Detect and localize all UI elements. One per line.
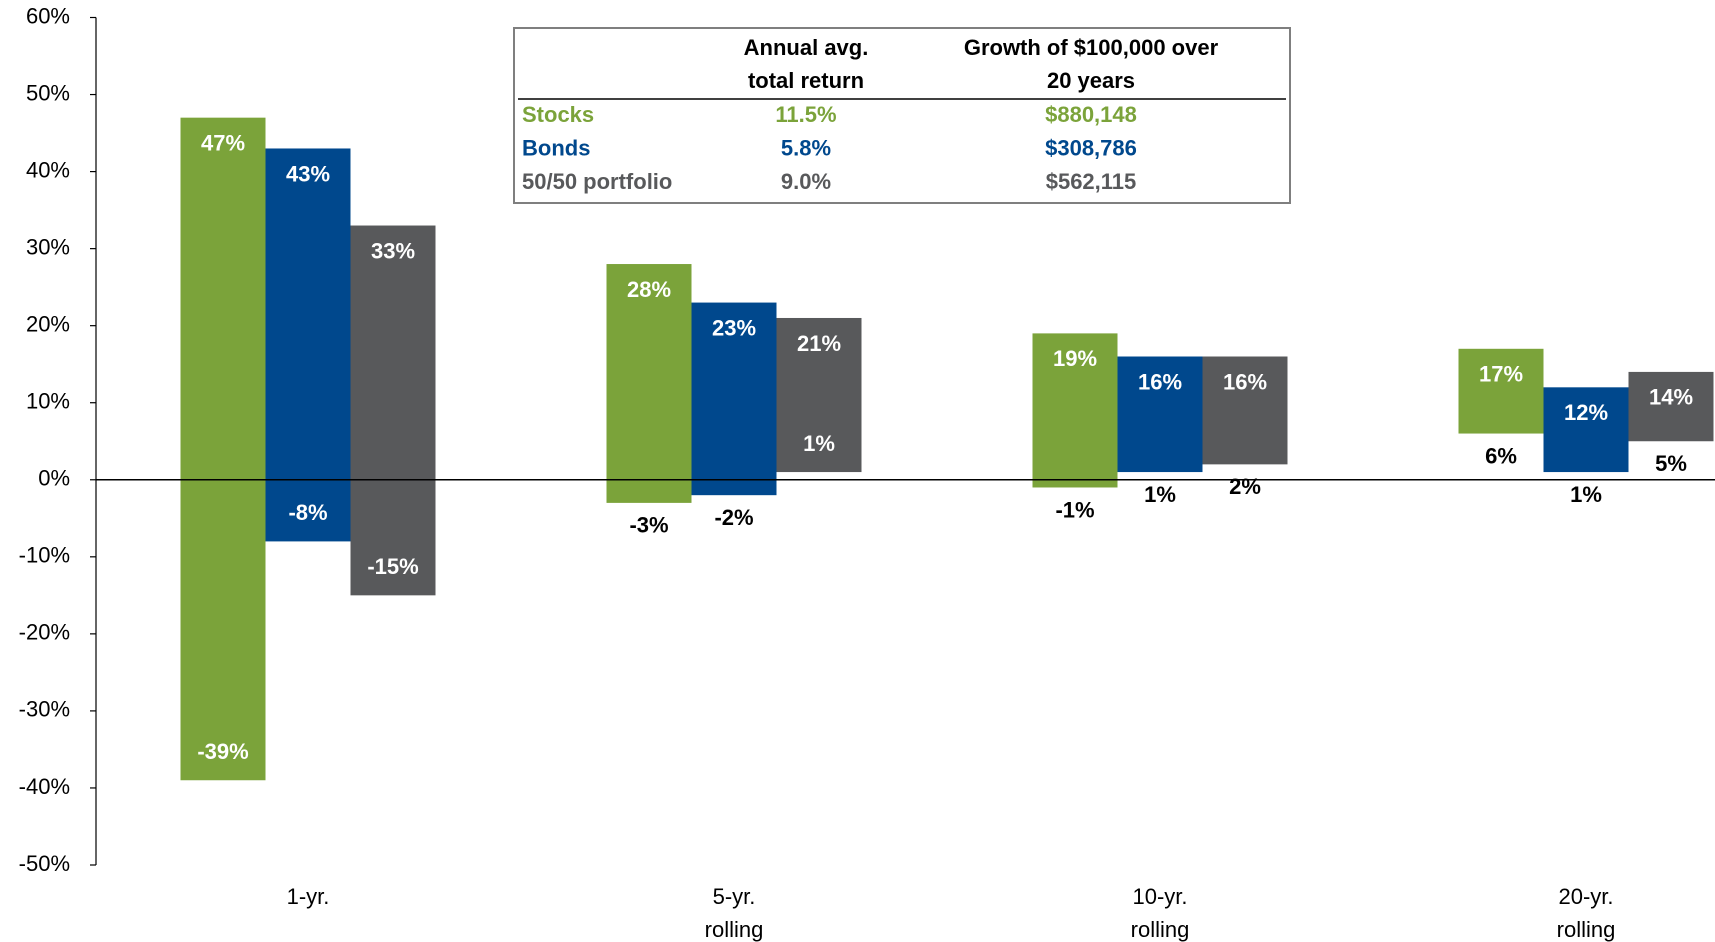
high-label: 17% <box>1479 362 1523 387</box>
range-bar <box>1458 348 1544 434</box>
low-label: -2% <box>714 505 753 530</box>
low-label: 1% <box>1144 482 1176 507</box>
table-row-name: Bonds <box>522 135 590 160</box>
low-label: -3% <box>629 513 668 538</box>
high-label: 12% <box>1564 400 1608 425</box>
low-label: 1% <box>1570 482 1602 507</box>
low-label: -15% <box>367 554 418 579</box>
range-bar <box>691 302 777 496</box>
range-bar <box>1628 371 1714 442</box>
range-bar <box>180 117 266 781</box>
y-tick-label: -20% <box>19 620 70 645</box>
high-label: 23% <box>712 315 756 340</box>
y-tick-label: -50% <box>19 851 70 876</box>
table-header-line: 20 years <box>1047 68 1135 93</box>
high-label: 28% <box>627 277 671 302</box>
y-tick-label: 40% <box>26 157 70 182</box>
y-tick-label: -10% <box>19 543 70 568</box>
y-tick-label: 50% <box>26 80 70 105</box>
x-tick-label-line: 10-yr. <box>1132 884 1187 909</box>
high-label: 16% <box>1138 369 1182 394</box>
table-cell: $562,115 <box>1046 169 1137 194</box>
y-tick-label: 20% <box>26 311 70 336</box>
low-label: 2% <box>1229 474 1261 499</box>
x-tick-label: 20-yr. rolling <box>1557 884 1616 942</box>
table-cell: 11.5% <box>775 102 836 127</box>
high-label: 43% <box>286 161 330 186</box>
table-header-line: Annual avg. <box>744 35 869 60</box>
table-cell: 5.8% <box>781 135 831 160</box>
range-bar <box>1117 356 1203 473</box>
table-cell: $880,148 <box>1045 102 1137 127</box>
table-cell: $308,786 <box>1045 135 1137 160</box>
table-header: Annual avg. total return <box>744 35 869 93</box>
table-row-name: 50/50 portfolio <box>522 169 672 194</box>
range-bar <box>1202 356 1288 465</box>
low-label: -39% <box>197 739 248 764</box>
high-label: 19% <box>1053 346 1097 371</box>
table-row-name: Stocks <box>522 102 594 127</box>
high-label: 16% <box>1223 369 1267 394</box>
range-bar <box>350 225 436 596</box>
x-tick-label-line: 5-yr. <box>713 884 756 909</box>
y-tick-label: 0% <box>38 466 70 491</box>
range-bar <box>1032 333 1118 488</box>
x-tick-label-line: rolling <box>705 917 764 942</box>
table-header-line: total return <box>748 68 864 93</box>
summary-table-box <box>513 27 1291 204</box>
low-label: 5% <box>1655 451 1687 476</box>
x-tick-label-line: rolling <box>1131 917 1190 942</box>
low-label: -1% <box>1055 497 1094 522</box>
x-tick-label-line: 20-yr. <box>1558 884 1613 909</box>
table-header-line: Growth of $100,000 over <box>964 35 1219 60</box>
range-bar <box>265 148 351 542</box>
range-bar <box>776 317 862 473</box>
low-label: 1% <box>803 431 835 456</box>
x-tick-label-line: rolling <box>1557 917 1616 942</box>
y-tick-label: 60% <box>26 3 70 28</box>
x-tick-label: 5-yr. rolling <box>705 884 764 942</box>
high-label: 47% <box>201 130 245 155</box>
y-tick-label: 30% <box>26 234 70 259</box>
low-label: -8% <box>288 500 327 525</box>
high-label: 21% <box>797 331 841 356</box>
range-bar <box>1543 387 1629 473</box>
x-tick-label: 10-yr. rolling <box>1131 884 1190 942</box>
table-cell: 9.0% <box>781 169 831 194</box>
range-bar <box>606 264 692 503</box>
high-label: 33% <box>371 238 415 263</box>
y-tick-label: 10% <box>26 389 70 414</box>
low-label: 6% <box>1485 443 1517 468</box>
table-header: Growth of $100,000 over 20 years <box>964 35 1219 93</box>
high-label: 14% <box>1649 385 1693 410</box>
x-tick-label: 1-yr. <box>287 884 330 909</box>
y-tick-label: -30% <box>19 697 70 722</box>
y-tick-label: -40% <box>19 774 70 799</box>
